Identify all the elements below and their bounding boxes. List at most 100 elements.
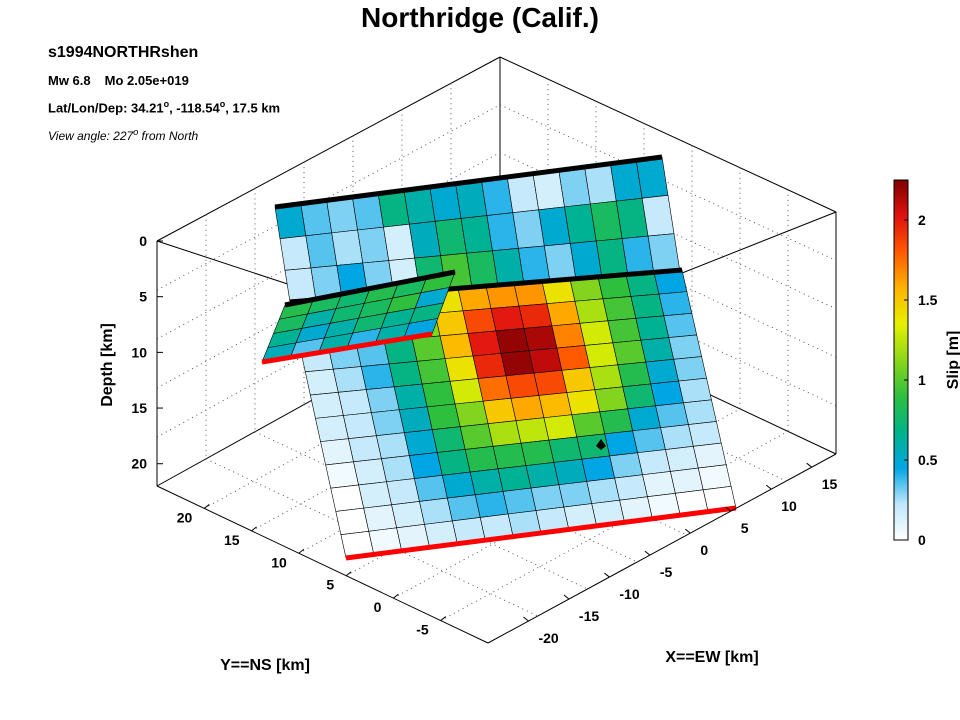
grid-line — [251, 340, 597, 532]
tick-mark — [345, 571, 352, 577]
slip-patch — [434, 310, 469, 337]
slip-patch — [492, 442, 527, 470]
location-lon: , -118.54 — [169, 100, 220, 116]
slip-patch — [416, 358, 451, 385]
x-tick-label: -15 — [579, 608, 599, 624]
slip-patch — [490, 305, 525, 332]
slip-patch — [678, 377, 712, 404]
fault-top-edge — [274, 154, 663, 210]
colorbar: 0 0.5 1 1.5 2 Slip [m] — [893, 179, 960, 548]
slip-patch — [602, 296, 637, 322]
colorbar-tick-label: 0 — [918, 532, 926, 548]
box-edge — [156, 56, 501, 242]
slip-patch — [645, 358, 679, 385]
fault-bottom-edge — [345, 505, 737, 561]
fault-upper-segment — [274, 154, 681, 305]
x-tick-label: 0 — [700, 542, 708, 558]
slip-patch — [668, 334, 703, 360]
degree-mark: o — [219, 99, 226, 109]
slip-patch — [403, 429, 438, 456]
slip-patch — [553, 458, 588, 486]
slip-patch — [332, 366, 367, 393]
slip-patch — [665, 445, 699, 472]
slip-patch — [365, 386, 400, 413]
grid-line — [393, 408, 741, 599]
slip-patch — [571, 411, 606, 438]
slip-patch — [497, 465, 532, 492]
slip-patch — [673, 356, 707, 382]
event-id: s1994NORTHRshen — [48, 44, 199, 61]
tick-mark — [440, 616, 447, 621]
location-line: Lat/Lon/Dep: 34.21o, -118.54o, 17.5 km — [48, 99, 280, 115]
slip-patch — [426, 403, 461, 431]
fault-bottom-edge — [261, 331, 433, 365]
tick-mark — [203, 504, 210, 509]
slip-patch — [444, 355, 479, 382]
slip-patch — [584, 342, 619, 368]
slip-patch — [520, 439, 555, 466]
slip-patch — [589, 364, 624, 390]
depth-tick-label: 5 — [139, 289, 147, 305]
slip-patch — [398, 406, 433, 434]
slip-patch — [548, 436, 583, 463]
z-axis-label: Depth [km] — [99, 323, 116, 407]
axis-ticks: 0 5 10 15 20 20 15 10 5 0 -5 15 10 5 0 -5 -10 -15 -20 Depth… — [99, 233, 838, 674]
y-tick-label: 0 — [374, 599, 382, 615]
slip-patch — [599, 408, 634, 435]
x-tick-label: -20 — [538, 630, 558, 646]
fault-small-segment — [261, 269, 456, 365]
slip-patch — [487, 420, 522, 447]
axes-box-front — [156, 212, 837, 644]
slip-patch — [370, 409, 405, 436]
slip-patch — [477, 375, 512, 402]
slip-patch — [462, 308, 497, 334]
slip-patch — [558, 481, 593, 508]
slip-patch — [609, 452, 643, 479]
slip-patch — [607, 317, 642, 344]
slip-patch — [566, 389, 601, 416]
slip-patch — [635, 156, 669, 199]
slip-patch — [388, 360, 423, 388]
tick-mark — [523, 616, 529, 622]
slip-patch — [315, 415, 349, 442]
slip-patch — [358, 481, 392, 509]
y-tick-label: 10 — [271, 554, 287, 570]
y-tick-label: -5 — [416, 622, 429, 638]
slip-patch — [309, 392, 344, 419]
y-tick-label: 5 — [326, 577, 334, 593]
slip-patch — [360, 363, 395, 390]
slip-patch — [658, 291, 693, 317]
slip-patch — [505, 372, 540, 399]
slip-patch — [464, 445, 499, 473]
tick-mark — [685, 528, 691, 534]
degree-mark: o — [133, 127, 139, 137]
slip-patch — [546, 300, 581, 327]
depth-tick-label: 0 — [139, 233, 147, 249]
y-tick-label: 15 — [224, 532, 240, 548]
x-tick-label: 15 — [822, 476, 838, 492]
slip-patch — [670, 467, 704, 494]
slip-patch — [660, 424, 694, 450]
slip-patch — [363, 504, 398, 532]
slip-patch — [386, 478, 420, 506]
slip-patch — [586, 477, 620, 504]
slip-patch — [627, 405, 661, 432]
view-angle-suffix: from North — [138, 129, 199, 143]
slip-patch — [474, 491, 509, 518]
slip-patch — [279, 235, 312, 271]
colorbar-tick-label: 1.5 — [918, 292, 938, 308]
depth-tick-label: 15 — [131, 400, 147, 416]
slip-patch — [533, 369, 568, 396]
slip-patch — [441, 471, 476, 499]
slip-patch — [325, 461, 359, 489]
slip-patch — [419, 497, 453, 525]
x-tick-label: -10 — [619, 586, 639, 602]
slip-patch — [500, 350, 535, 377]
slip-patch — [353, 458, 387, 486]
slip-patch — [688, 421, 722, 447]
slip-patch — [472, 353, 507, 379]
slip-patch — [431, 426, 466, 453]
x-axis-label: X==EW [km] — [665, 649, 758, 666]
slip-patch — [518, 303, 553, 329]
